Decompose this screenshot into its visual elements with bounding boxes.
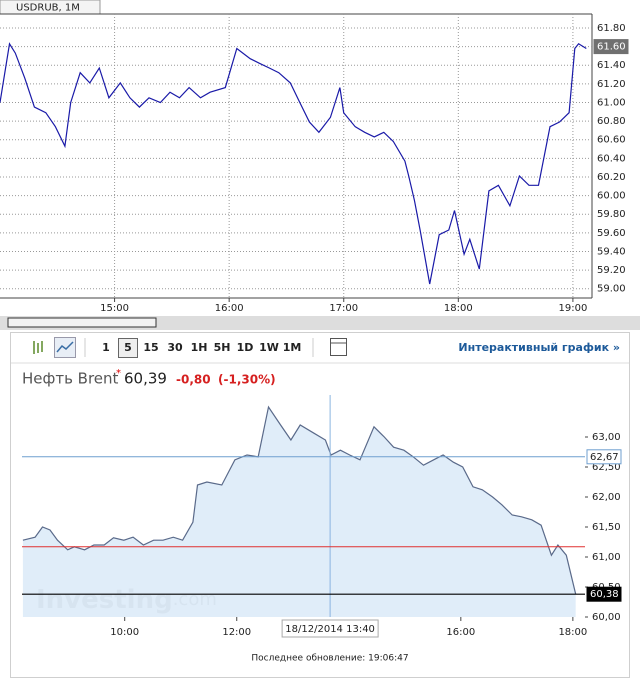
crosshair-label: 18/12/2014 13:40 xyxy=(285,624,375,635)
level-tag-label: 62,67 xyxy=(590,452,619,463)
interactive-chart-link[interactable]: Интерактивный график » xyxy=(458,341,620,354)
y-tick-label: 60.80 xyxy=(597,116,626,127)
x-tick-label: 15:00 xyxy=(100,303,129,314)
interval-button[interactable]: 5H xyxy=(214,341,231,354)
price: 60,39 xyxy=(124,370,167,388)
interval-button[interactable]: 1D xyxy=(237,341,254,354)
symbol-title: USDRUB, 1M xyxy=(16,3,80,14)
y-tick-label: 63,00 xyxy=(592,432,621,443)
level-tag xyxy=(586,449,622,465)
x-tick-label: 16:00 xyxy=(215,303,244,314)
y-tick-label: 59.20 xyxy=(597,265,626,276)
y-tick-label: 60.20 xyxy=(597,172,626,183)
x-tick-label: 16:00 xyxy=(446,627,475,638)
interval-button[interactable]: 1 xyxy=(102,341,110,354)
interval-selected xyxy=(118,338,138,358)
y-tick-label: 60.60 xyxy=(597,135,626,146)
y-tick-label: 62,00 xyxy=(592,492,621,503)
series-line xyxy=(0,42,587,285)
y-tick-label: 60,00 xyxy=(592,612,621,623)
scroll-thumb[interactable] xyxy=(7,317,157,328)
line-icon xyxy=(56,341,74,353)
y-tick-label: 59.80 xyxy=(597,209,626,220)
x-tick-label: 18:00 xyxy=(558,627,587,638)
y-tick-label: 60.40 xyxy=(597,153,626,164)
y-tick-label: 59.00 xyxy=(597,284,626,295)
area xyxy=(22,407,576,617)
top-panel xyxy=(0,0,640,316)
y-tick-label: 62,50 xyxy=(592,462,621,473)
y-tick-label: 60.00 xyxy=(597,191,626,202)
interval-button[interactable]: 15 xyxy=(143,341,158,354)
calendar-icon[interactable] xyxy=(330,338,347,356)
chart: 10:0012:0016:0018:00Investing.com18/12/2… xyxy=(22,395,588,638)
instrument-name: Нефть Brent xyxy=(22,370,119,388)
x-tick-label: 10:00 xyxy=(110,627,139,638)
y-tick-label: 61.40 xyxy=(597,60,626,71)
interval-button[interactable]: 5 xyxy=(124,341,132,354)
x-tick-label: 12:00 xyxy=(222,627,251,638)
x-tick-label: 17:00 xyxy=(329,303,358,314)
level-tag xyxy=(586,586,622,602)
change: -0,80 xyxy=(176,373,211,387)
interval-button[interactable]: 1W xyxy=(259,341,279,354)
y-tick-label: 59.60 xyxy=(597,228,626,239)
y-tick-label: 61.80 xyxy=(597,23,626,34)
series-line xyxy=(22,405,577,595)
last-update: Последнее обновление: 19:06:47 xyxy=(251,654,408,664)
y-tick-label: 59.40 xyxy=(597,246,626,257)
interval-button[interactable]: 1M xyxy=(283,341,302,354)
y-tick-label: 61,50 xyxy=(592,522,621,533)
interval-button[interactable]: 30 xyxy=(167,341,183,354)
y-tick-label: 61.20 xyxy=(597,79,626,90)
interval-button[interactable]: 1H xyxy=(191,341,208,354)
level-tag xyxy=(593,39,629,55)
x-tick-label: 19:00 xyxy=(558,303,587,314)
candle-icon[interactable] xyxy=(33,341,43,354)
y-tick-label: 61,00 xyxy=(592,552,621,563)
chart: 15:00 16:00 17:00 18:00 19:00 xyxy=(0,14,592,314)
level-tag-label: 60,38 xyxy=(590,589,619,600)
level-tag-label: 61.60 xyxy=(597,42,626,53)
change-percent: (-1,30%) xyxy=(218,373,276,387)
crosshair-label-box xyxy=(281,619,379,638)
scrollbar[interactable] xyxy=(0,316,640,330)
x-tick-label: 18:00 xyxy=(444,303,473,314)
y-tick-label: 61.00 xyxy=(597,97,626,108)
asterisk: * xyxy=(116,368,121,379)
